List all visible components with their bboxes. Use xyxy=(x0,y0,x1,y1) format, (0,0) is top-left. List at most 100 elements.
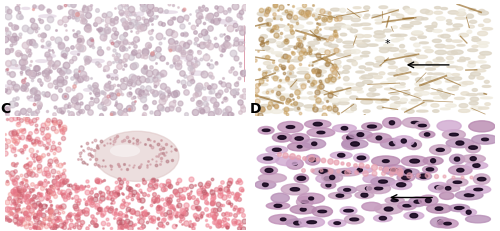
Ellipse shape xyxy=(36,61,47,63)
Ellipse shape xyxy=(366,187,372,190)
Ellipse shape xyxy=(434,97,442,99)
Ellipse shape xyxy=(412,122,419,124)
Ellipse shape xyxy=(316,174,340,184)
Ellipse shape xyxy=(329,99,340,103)
Ellipse shape xyxy=(382,165,406,175)
Ellipse shape xyxy=(344,46,353,49)
Ellipse shape xyxy=(260,97,270,100)
Ellipse shape xyxy=(446,187,451,190)
Ellipse shape xyxy=(259,26,270,27)
Ellipse shape xyxy=(267,90,274,92)
Ellipse shape xyxy=(450,134,458,136)
Ellipse shape xyxy=(402,19,412,21)
Ellipse shape xyxy=(307,128,335,137)
Ellipse shape xyxy=(392,14,400,16)
Ellipse shape xyxy=(294,79,306,82)
Ellipse shape xyxy=(457,45,465,47)
Ellipse shape xyxy=(367,93,376,97)
Ellipse shape xyxy=(469,146,478,150)
Ellipse shape xyxy=(269,215,298,224)
Ellipse shape xyxy=(340,9,345,13)
Ellipse shape xyxy=(342,135,358,142)
Ellipse shape xyxy=(316,102,324,105)
Ellipse shape xyxy=(280,218,286,221)
Ellipse shape xyxy=(357,156,366,160)
Text: *: * xyxy=(384,38,390,49)
Ellipse shape xyxy=(352,25,362,27)
Ellipse shape xyxy=(480,66,490,69)
Ellipse shape xyxy=(362,81,372,84)
Ellipse shape xyxy=(348,131,372,139)
Ellipse shape xyxy=(340,99,349,101)
Ellipse shape xyxy=(470,73,480,77)
Ellipse shape xyxy=(480,52,492,56)
Ellipse shape xyxy=(444,222,452,225)
Ellipse shape xyxy=(70,52,80,55)
Ellipse shape xyxy=(292,103,303,107)
Ellipse shape xyxy=(435,51,446,55)
Ellipse shape xyxy=(298,41,304,43)
Ellipse shape xyxy=(262,130,270,132)
Ellipse shape xyxy=(402,176,410,180)
Ellipse shape xyxy=(318,75,324,77)
Ellipse shape xyxy=(404,212,424,220)
Ellipse shape xyxy=(255,180,276,189)
Ellipse shape xyxy=(437,121,461,132)
Ellipse shape xyxy=(260,105,270,107)
Ellipse shape xyxy=(388,10,398,13)
Ellipse shape xyxy=(260,35,268,39)
Ellipse shape xyxy=(396,69,404,74)
Ellipse shape xyxy=(462,82,473,85)
Ellipse shape xyxy=(426,11,433,15)
Ellipse shape xyxy=(468,62,476,64)
Ellipse shape xyxy=(262,71,271,74)
Ellipse shape xyxy=(314,40,325,42)
Ellipse shape xyxy=(478,12,488,16)
Ellipse shape xyxy=(466,185,490,194)
Ellipse shape xyxy=(347,12,352,15)
Ellipse shape xyxy=(376,40,384,42)
Ellipse shape xyxy=(342,171,351,174)
Ellipse shape xyxy=(480,97,492,99)
Ellipse shape xyxy=(392,40,400,43)
Ellipse shape xyxy=(361,76,373,79)
Ellipse shape xyxy=(446,81,453,83)
Ellipse shape xyxy=(445,74,451,76)
Ellipse shape xyxy=(276,43,281,45)
Ellipse shape xyxy=(317,92,329,94)
Ellipse shape xyxy=(298,68,308,71)
Ellipse shape xyxy=(452,74,460,76)
Ellipse shape xyxy=(297,9,308,11)
Ellipse shape xyxy=(390,121,394,125)
Ellipse shape xyxy=(350,88,362,91)
Ellipse shape xyxy=(297,146,302,148)
Ellipse shape xyxy=(276,37,282,40)
Ellipse shape xyxy=(314,123,322,126)
Ellipse shape xyxy=(412,32,423,36)
Ellipse shape xyxy=(358,168,362,172)
Ellipse shape xyxy=(64,71,72,75)
Ellipse shape xyxy=(292,163,298,165)
Ellipse shape xyxy=(477,43,489,45)
Ellipse shape xyxy=(360,77,366,80)
Ellipse shape xyxy=(402,109,406,110)
Ellipse shape xyxy=(170,66,176,67)
Ellipse shape xyxy=(446,40,452,43)
Ellipse shape xyxy=(479,10,485,14)
Ellipse shape xyxy=(430,159,436,163)
Ellipse shape xyxy=(272,77,279,79)
Ellipse shape xyxy=(360,24,370,26)
Ellipse shape xyxy=(316,81,328,84)
Ellipse shape xyxy=(331,110,338,114)
Ellipse shape xyxy=(274,88,285,92)
Ellipse shape xyxy=(428,73,433,75)
Ellipse shape xyxy=(461,209,476,216)
Ellipse shape xyxy=(426,29,434,32)
Ellipse shape xyxy=(456,191,483,200)
Ellipse shape xyxy=(324,98,332,101)
Ellipse shape xyxy=(276,16,281,18)
Ellipse shape xyxy=(375,20,384,22)
Ellipse shape xyxy=(477,77,484,80)
Ellipse shape xyxy=(416,78,424,82)
Ellipse shape xyxy=(95,132,179,182)
